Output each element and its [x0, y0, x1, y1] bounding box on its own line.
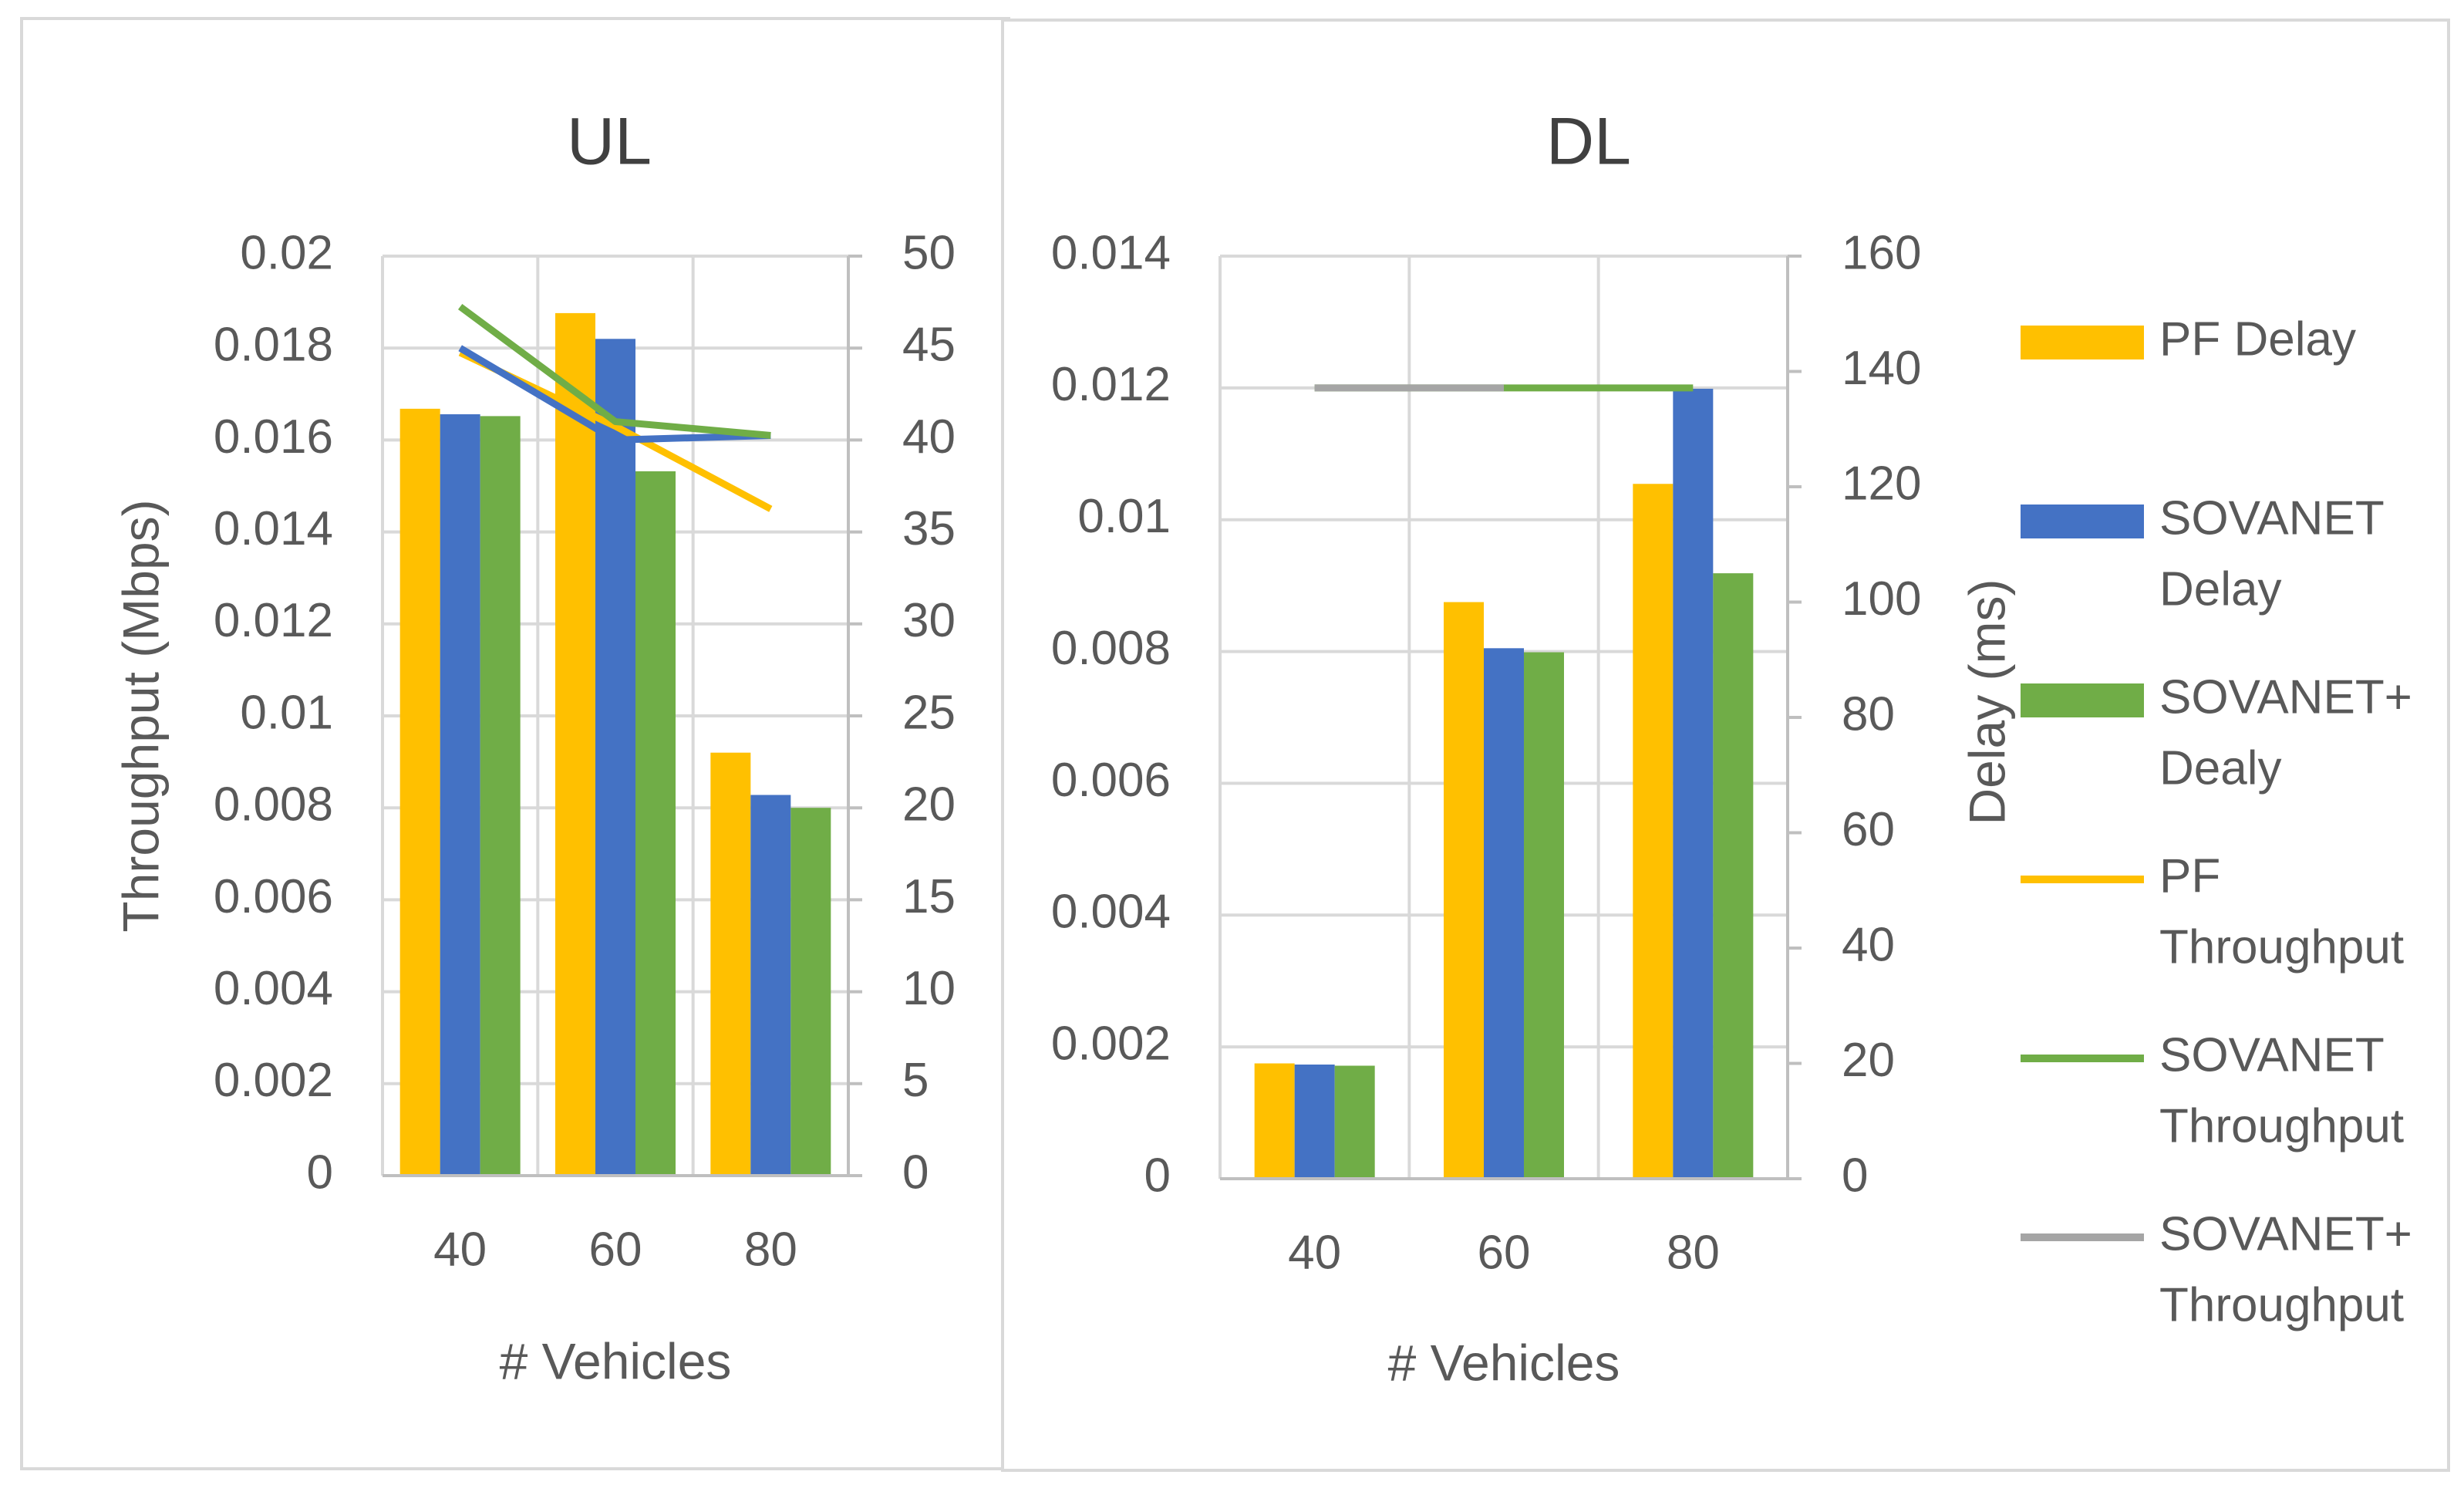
dl-y2-tick-label: 0 — [1842, 1149, 1868, 1202]
dl-bar — [1673, 388, 1714, 1179]
dl-y-tick-label: 0 — [1144, 1149, 1171, 1202]
dl-x-axis-title: # Vehicles — [1388, 1334, 1620, 1391]
ul-y-tick-label: 0.008 — [214, 778, 333, 832]
legend-label: Throughput — [2159, 1278, 2404, 1331]
dl-y-tick-label: 0.014 — [1051, 226, 1171, 279]
ul-y-tick-label: 0.004 — [214, 962, 333, 1015]
ul-chart: UL 0 0.002 0.004 0.006 0.008 0.01 0.012 0.014 0.0… — [112, 105, 956, 1390]
legend-item: PF Delay — [2021, 312, 2356, 366]
ul-y2-tick-label: 10 — [902, 962, 956, 1015]
ul-x-tick-label: 80 — [744, 1223, 797, 1276]
ul-y2-tick-label: 30 — [902, 594, 956, 647]
ul-bar — [790, 808, 831, 1176]
ul-y-tick-label: 0.016 — [214, 410, 333, 464]
ul-series-line — [458, 345, 771, 444]
ul-bar — [555, 312, 595, 1176]
ul-y-tick-label: 0.014 — [214, 502, 333, 555]
dl-chart: DL 0 0.002 0.004 0.006 0.008 0.01 0.012 0.014 0 20… — [1051, 105, 2016, 1392]
ul-x-tick-label: 40 — [433, 1223, 487, 1276]
ul-bar — [480, 416, 521, 1176]
dl-bar — [1524, 652, 1564, 1179]
dl-bar — [1444, 602, 1484, 1179]
dl-x-tick-label: 60 — [1478, 1226, 1531, 1279]
legend-label: PF Delay — [2159, 312, 2356, 366]
dl-bar — [1294, 1064, 1335, 1179]
dl-y-tick-label: 0.002 — [1051, 1017, 1171, 1071]
dl-bar — [1484, 648, 1524, 1179]
ul-y-tick-label: 0.002 — [214, 1054, 333, 1107]
dl-bar — [1334, 1065, 1375, 1179]
dl-y2-tick-label: 160 — [1842, 226, 1921, 279]
ul-y2-tick-label: 25 — [902, 686, 956, 739]
legend-swatch — [2021, 683, 2144, 717]
legend-label: Throughput — [2159, 1099, 2404, 1152]
dl-y-tick-label: 0.012 — [1051, 358, 1171, 411]
ul-title: UL — [567, 105, 652, 179]
ul-y2-tick-label: 0 — [902, 1146, 929, 1199]
legend-label: PF — [2159, 849, 2220, 903]
ul-y2-tick-label: 40 — [902, 410, 956, 464]
dl-y2-tick-label: 40 — [1842, 918, 1895, 971]
ul-y2-tick-label: 20 — [902, 778, 956, 832]
legend-label: SOVANET+ — [2159, 670, 2412, 724]
dl-y2-tick-label: 80 — [1842, 687, 1895, 741]
dl-y-tick-label: 0.008 — [1051, 622, 1171, 675]
dl-y-tick-label: 0.01 — [1077, 490, 1171, 543]
ul-y2-tick-label: 15 — [902, 870, 956, 923]
ul-y-tick-label: 0.02 — [240, 226, 333, 279]
ul-y2-tick-label: 50 — [902, 226, 956, 279]
ul-bar — [710, 752, 751, 1176]
legend-item: PF Throughput — [2021, 849, 2404, 974]
ul-y-tick-label: 0.018 — [214, 319, 333, 372]
ul-y-axis-title: Throughput (Mbps) — [112, 499, 169, 932]
dl-y2-tick-label: 60 — [1842, 803, 1895, 856]
dl-bar — [1254, 1063, 1295, 1179]
ul-bar — [595, 339, 635, 1176]
dl-bar — [1633, 484, 1674, 1179]
dl-y2-tick-label: 140 — [1842, 342, 1921, 395]
dl-y-tick-label: 0.004 — [1051, 886, 1171, 939]
legend-item: SOVANET+ Dealy — [2021, 670, 2412, 795]
dl-y2-axis-title: Delay (ms) — [1958, 579, 2015, 825]
ul-bar — [750, 795, 791, 1176]
legend: PF Delay SOVANET Delay SOVANET+ Dealy PF Throu… — [2021, 312, 2412, 1331]
ul-y-tick-label: 0.01 — [240, 686, 333, 739]
dl-x-tick-label: 80 — [1667, 1226, 1720, 1279]
legend-label: Dealy — [2159, 741, 2282, 795]
dl-y2-tick-label: 20 — [1842, 1034, 1895, 1087]
dl-bar — [1713, 573, 1754, 1179]
ul-series-line — [457, 303, 771, 439]
dl-y2-tick-label: 100 — [1842, 572, 1921, 626]
dl-y2-tick-label: 120 — [1842, 457, 1921, 510]
legend-item: SOVANET+ Throughput — [2021, 1207, 2412, 1331]
ul-x-tick-label: 60 — [589, 1223, 642, 1276]
legend-swatch — [2021, 505, 2144, 538]
ul-x-axis-title: # Vehicles — [500, 1332, 732, 1389]
ul-y2-tick-label: 35 — [902, 502, 956, 555]
legend-label: Delay — [2159, 562, 2282, 616]
legend-label: Throughput — [2159, 920, 2404, 974]
ul-bar — [635, 471, 676, 1176]
ul-bar — [440, 414, 480, 1176]
ul-bar — [399, 408, 440, 1176]
ul-y2-tick-label: 45 — [902, 319, 956, 372]
ul-y-tick-label: 0 — [307, 1146, 333, 1199]
dl-title: DL — [1546, 105, 1631, 179]
legend-label: SOVANET — [2159, 491, 2385, 545]
legend-item: SOVANET Throughput — [2021, 1028, 2404, 1152]
ul-y-tick-label: 0.012 — [214, 594, 333, 647]
ul-y2-tick-label: 5 — [902, 1054, 929, 1107]
dl-y-tick-label: 0.006 — [1051, 754, 1171, 807]
legend-label: SOVANET — [2159, 1028, 2385, 1082]
legend-label: SOVANET+ — [2159, 1207, 2412, 1260]
ul-y-tick-label: 0.006 — [214, 870, 333, 923]
legend-item: SOVANET Delay — [2021, 491, 2385, 616]
legend-swatch — [2021, 326, 2144, 359]
dl-x-tick-label: 40 — [1288, 1226, 1341, 1279]
